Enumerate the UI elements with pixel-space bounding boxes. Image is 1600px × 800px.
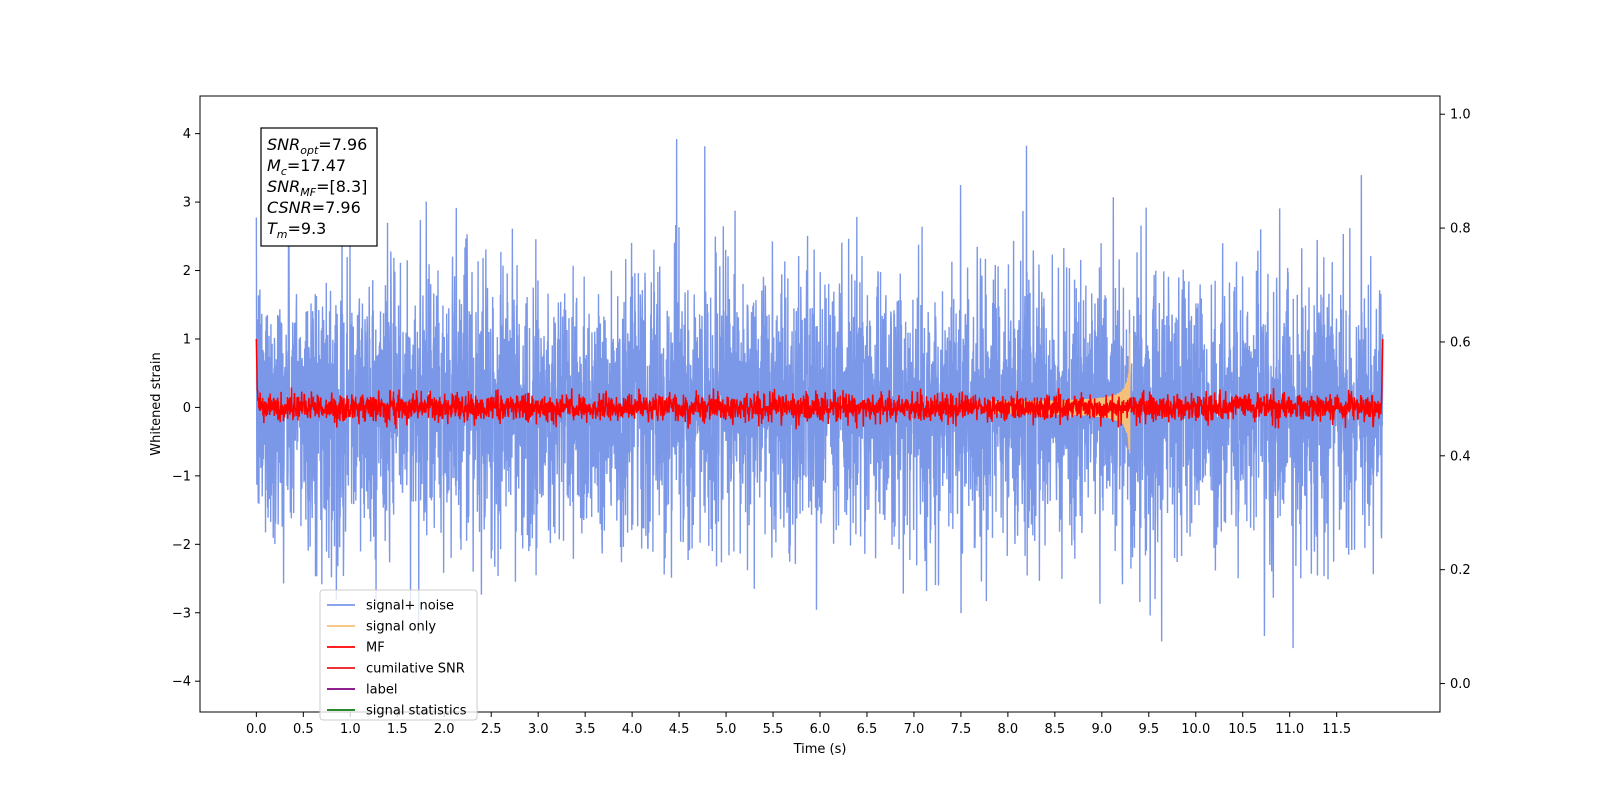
y-tick-label: −3 bbox=[172, 606, 191, 621]
legend: signal+ noise signal only MF cumilative SNR… bbox=[319, 589, 478, 721]
x-tick-label: 7.0 bbox=[904, 722, 925, 737]
y-tick-label: 1 bbox=[183, 332, 191, 347]
x-tick-label: 11.5 bbox=[1322, 722, 1351, 737]
y-axis-label: Whitened strain bbox=[149, 352, 164, 455]
x-tick-label: 2.5 bbox=[481, 722, 502, 737]
x-tick-label: 1.5 bbox=[387, 722, 408, 737]
x-tick-label: 2.0 bbox=[434, 722, 455, 737]
y-tick-label: −2 bbox=[172, 538, 191, 553]
y-tick-label: −4 bbox=[172, 675, 191, 690]
legend-label: label bbox=[366, 683, 397, 698]
legend-frame bbox=[319, 589, 478, 721]
x-tick-label: 6.5 bbox=[857, 722, 878, 737]
x-tick-label: 9.5 bbox=[1138, 722, 1159, 737]
y2-tick-label: 0.4 bbox=[1450, 449, 1471, 464]
y2-tick-label: 0.2 bbox=[1450, 563, 1471, 578]
x-tick-label: 0.0 bbox=[246, 722, 267, 737]
x-tick-label: 3.0 bbox=[528, 722, 549, 737]
x-tick-label: 3.5 bbox=[575, 722, 596, 737]
y-tick-label: 4 bbox=[183, 127, 191, 142]
x-axis-label: Time (s) bbox=[793, 742, 847, 757]
x-tick-label: 1.0 bbox=[340, 722, 361, 737]
annotation-frame bbox=[260, 127, 378, 247]
legend-label: signal statistics bbox=[366, 704, 467, 719]
x-tick-label: 10.5 bbox=[1228, 722, 1257, 737]
x-tick-label: 4.5 bbox=[669, 722, 690, 737]
annotation-line: Tm=9.3 bbox=[267, 219, 326, 241]
x-axis: 0.0 0.5 1.0 1.5 2.0 2.5 3.0 3.5 4.0 4.5 5.0 5.5 6.0 6… bbox=[246, 712, 1351, 737]
series-mf bbox=[255, 338, 1384, 430]
series-layer bbox=[255, 138, 1384, 649]
x-tick-label: 6.0 bbox=[810, 722, 831, 737]
annotation-line: SNRMF=[8.3] bbox=[267, 177, 367, 199]
x-tick-label: 7.5 bbox=[951, 722, 972, 737]
y-tick-label: 0 bbox=[183, 401, 191, 416]
x-tick-label: 0.5 bbox=[293, 722, 314, 737]
legend-label: signal only bbox=[366, 620, 436, 635]
y2-tick-label: 0.6 bbox=[1450, 335, 1471, 350]
x-tick-label: 9.0 bbox=[1091, 722, 1112, 737]
series-signal-noise bbox=[255, 138, 1384, 649]
y-tick-label: −1 bbox=[172, 469, 191, 484]
y-tick-label: 3 bbox=[183, 196, 191, 211]
x-tick-label: 5.5 bbox=[763, 722, 784, 737]
annotation-line: Mc=17.47 bbox=[267, 156, 346, 178]
y-tick-label: 2 bbox=[183, 264, 191, 279]
annotation-line: CSNR=7.96 bbox=[267, 198, 361, 217]
y2-tick-label: 1.0 bbox=[1450, 108, 1471, 123]
y-axis-right: 1.0 0.8 0.6 0.4 0.2 0.0 bbox=[1440, 108, 1471, 692]
annotation-line: SNRopt=7.96 bbox=[267, 135, 367, 157]
legend-label: cumilative SNR bbox=[366, 662, 465, 677]
y2-tick-label: 0.0 bbox=[1450, 677, 1471, 692]
x-tick-label: 8.0 bbox=[998, 722, 1019, 737]
x-tick-label: 4.0 bbox=[622, 722, 643, 737]
x-tick-label: 10.0 bbox=[1181, 722, 1210, 737]
plot-area bbox=[199, 95, 1441, 713]
y2-tick-label: 0.8 bbox=[1450, 222, 1471, 237]
x-tick-label: 11.0 bbox=[1275, 722, 1304, 737]
legend-label: signal+ noise bbox=[366, 599, 454, 614]
legend-label: MF bbox=[366, 641, 385, 656]
y-axis-left: 4 3 2 1 0 −1 −2 −3 −4 bbox=[172, 127, 200, 690]
x-tick-label: 5.0 bbox=[716, 722, 737, 737]
x-tick-label: 8.5 bbox=[1045, 722, 1066, 737]
